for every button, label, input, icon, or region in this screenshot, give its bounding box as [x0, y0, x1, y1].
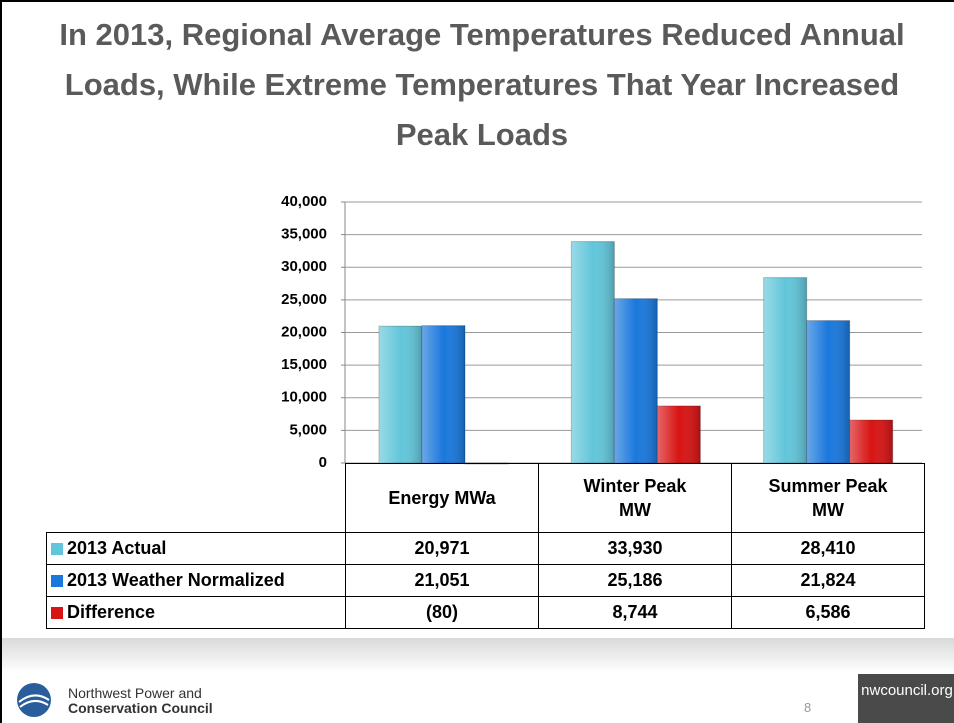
y-tick-label: 0 [319, 454, 327, 471]
site-url: nwcouncil.org [858, 674, 954, 723]
data-table: Energy MWa Winter Peak MW Summer Peak MW 20… [46, 463, 925, 629]
value-label: 8,744 [538, 595, 732, 629]
bar-shade [806, 320, 850, 463]
y-tick-label: 10,000 [281, 389, 327, 406]
legend-cell: 2013 Weather Normalized [46, 563, 346, 597]
y-tick-label: 5,000 [289, 421, 327, 438]
org-name: Northwest Power and Conservation Council [68, 686, 213, 716]
logo [17, 683, 51, 717]
table-corner [46, 463, 346, 532]
table-row: Difference (80) 8,744 6,586 [46, 595, 925, 629]
y-tick-label: 15,000 [281, 356, 327, 373]
org-line: Conservation Council [68, 700, 213, 716]
bar-group [421, 325, 466, 464]
page-number: 8 [804, 700, 812, 715]
value-label: 20,971 [345, 531, 539, 565]
legend-label: 2013 Weather Normalized [67, 569, 285, 590]
x-tick-label: Winter Peak MW [583, 475, 687, 520]
legend-label: Difference [67, 601, 156, 622]
y-tick-label: 40,000 [281, 193, 327, 210]
y-tick-label: 30,000 [281, 258, 327, 275]
bar-shade [379, 326, 422, 463]
value-label: 25,186 [538, 563, 732, 597]
category-cell: Energy MWa [345, 463, 539, 533]
bar-shade [763, 277, 807, 463]
value-label: 28,410 [731, 531, 925, 565]
value-label: (80) [345, 595, 539, 629]
value-label: 21,824 [731, 563, 925, 597]
bar-group [613, 298, 658, 464]
bar-shade [422, 325, 465, 463]
legend-swatch [51, 606, 63, 619]
bar-group [806, 320, 851, 464]
legend-swatch [51, 542, 63, 555]
footer: Northwest Power and Conservation Council … [2, 638, 954, 723]
value-label: 33,930 [538, 531, 732, 565]
table-row: 2013 Weather Normalized 21,051 25,186 21,82… [46, 563, 925, 597]
bar-group [570, 241, 615, 464]
bar-shade [614, 298, 658, 463]
bar-group [656, 405, 701, 464]
category-cell: Summer Peak MW [731, 463, 925, 533]
value-label: 21,051 [345, 563, 539, 597]
bar-shade [849, 420, 893, 463]
legend-label: 2013 Actual [67, 537, 167, 558]
bar-shade [657, 405, 701, 463]
chart-title: In 2013, Regional Average Temperatures R… [59, 17, 905, 152]
legend-swatch [51, 574, 63, 587]
y-tick-label: 20,000 [281, 323, 327, 340]
table-header-row: Energy MWa Winter Peak MW Summer Peak MW [46, 463, 925, 533]
bar-group [763, 277, 808, 464]
bar-shade [571, 241, 615, 463]
org-line: Northwest Power and [68, 685, 202, 701]
x-tick-label: Summer Peak MW [768, 475, 888, 520]
bar-group [378, 325, 423, 464]
bar-group [849, 419, 894, 464]
value-label: 6,586 [731, 595, 925, 629]
y-tick-label: 25,000 [281, 291, 327, 308]
category-cell: Winter Peak MW [538, 463, 732, 533]
y-tick-label: 35,000 [281, 226, 327, 243]
legend-cell: 2013 Actual [46, 531, 346, 565]
table-row: 2013 Actual 20,971 33,930 28,410 [46, 531, 925, 565]
legend-cell: Difference [46, 595, 346, 629]
x-tick-label: Energy MWa [388, 487, 496, 508]
